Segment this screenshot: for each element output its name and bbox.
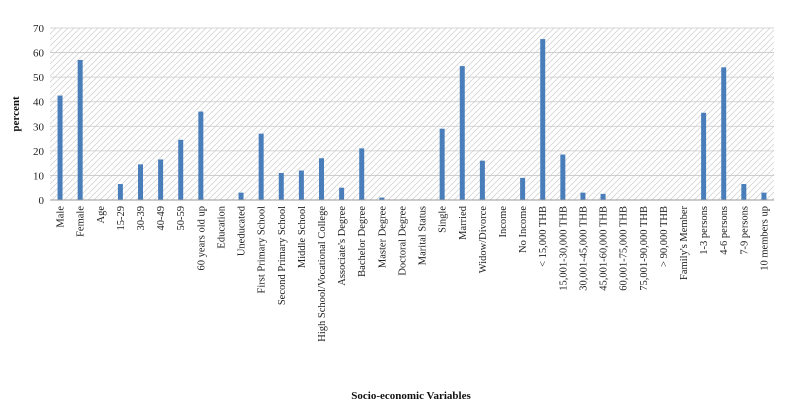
x-tick-label: 10 members up [759,206,770,271]
bar [580,192,586,200]
x-tick-label: Single [438,206,449,233]
x-tick-label: 50-59 [176,206,187,231]
x-tick-label: High School/Vocational College [317,206,328,342]
x-tick-label: Bachelor Degree [357,206,368,277]
x-tick-label: 7-9 persons [739,206,750,255]
y-axis-ticks: 0 10 20 30 40 50 60 70 [33,23,45,207]
bars [57,39,767,200]
x-tick-label: Female [76,206,87,237]
bar [439,128,445,200]
bar [57,95,63,200]
bar [701,112,707,200]
x-tick-label: Family's Member [679,206,690,280]
bar [158,159,164,200]
x-tick-label: 60 years old up [196,206,207,270]
bar [721,67,727,200]
bar [238,192,244,200]
bar [520,177,526,200]
bar [741,184,747,200]
bar [379,197,385,200]
x-tick-label: Middle School [297,206,308,268]
y-tick-label: 10 [33,170,45,182]
bar [298,170,304,200]
bar [479,160,485,200]
bar [560,154,566,200]
x-tick-label: Income [498,206,509,238]
y-tick-label: 50 [33,72,45,84]
y-axis-title: percent [10,96,22,132]
x-tick-label: 30,001-45,000 THB [578,206,589,291]
bar [178,139,184,200]
bar [319,158,324,200]
x-tick-label: Master Degree [377,206,388,268]
x-tick-label: Associate's Degree [337,206,348,286]
bar [77,59,83,200]
bar [600,193,606,200]
x-axis-title: Socio-economic Variables [351,390,471,402]
x-tick-label: First Primary School [257,206,268,294]
bar [540,39,546,200]
x-tick-label: Education [216,205,227,248]
x-tick-label: Widow/Divorce [478,206,489,274]
bar [278,172,284,200]
x-tick-label: 4-6 persons [719,206,730,255]
plot-area [50,28,774,200]
y-tick-label: 70 [33,23,45,35]
bar [359,148,365,200]
bar [258,133,264,200]
bar [459,66,465,200]
y-tick-label: 40 [33,97,45,109]
y-tick-label: 30 [33,121,45,133]
bar [198,111,204,200]
x-tick-label: 15,001-30,000 THB [558,206,569,291]
x-tick-label: Married [458,205,469,240]
x-tick-label: 1-3 persons [699,206,710,255]
bar [761,192,767,200]
x-tick-label: 30-39 [136,206,147,231]
bar [138,164,143,200]
x-tick-label: < 15,000 THB [538,206,549,267]
bar [117,184,123,200]
x-tick-label: Age [96,206,107,224]
x-axis-tick-labels: Male Female Age 15-29 30-39 40-49 50-59 60 year… [56,205,771,341]
x-tick-label: Uneducated [237,205,248,256]
x-tick-label: > 90,000 THB [659,206,670,267]
x-tick-label: 75,001-90,000 THB [639,206,650,291]
y-tick-label: 60 [33,48,45,60]
x-tick-label: 15-29 [116,206,127,231]
x-tick-label: Male [56,206,67,228]
bar [339,187,345,200]
y-tick-label: 20 [33,146,45,158]
y-tick-label: 0 [39,195,45,207]
x-tick-label: Marital Status [418,206,429,265]
x-tick-label: No Income [518,206,529,253]
x-tick-label: 60,001-75,000 THB [619,206,630,291]
x-tick-label: Doctoral Degree [397,206,408,276]
x-tick-label: Second Primary School [277,206,288,305]
x-tick-label: 45,001-60,000 THB [599,206,610,291]
x-tick-label: 40-49 [156,206,167,231]
